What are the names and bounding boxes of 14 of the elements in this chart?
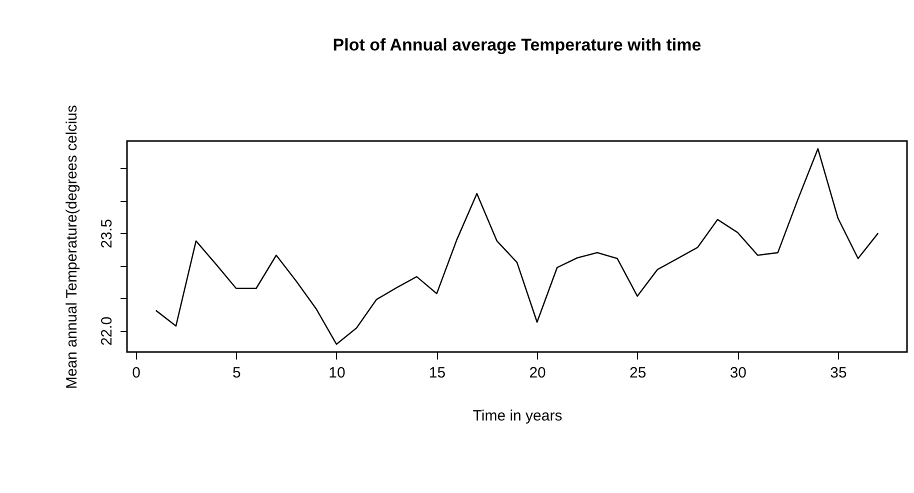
chart-title: Plot of Annual average Temperature with time: [332, 35, 702, 54]
x-axis-title: Time in years: [472, 408, 562, 424]
x-tick-label: 15: [428, 364, 446, 382]
line-series: [155, 148, 879, 345]
x-tick-label: 20: [529, 364, 546, 382]
x-tick-label: 10: [328, 364, 346, 382]
x-tick-label: 30: [730, 364, 747, 382]
y-tick-label: 23.5: [98, 219, 116, 248]
y-axis-title: Mean annual Temperature(degrees celcius: [64, 104, 80, 390]
x-tick-label: 35: [830, 364, 847, 382]
y-tick-label: 22.0: [98, 316, 116, 346]
x-tick-label: 5: [232, 364, 241, 382]
x-tick-label: 0: [132, 364, 140, 382]
x-tick-label: 25: [630, 364, 646, 382]
